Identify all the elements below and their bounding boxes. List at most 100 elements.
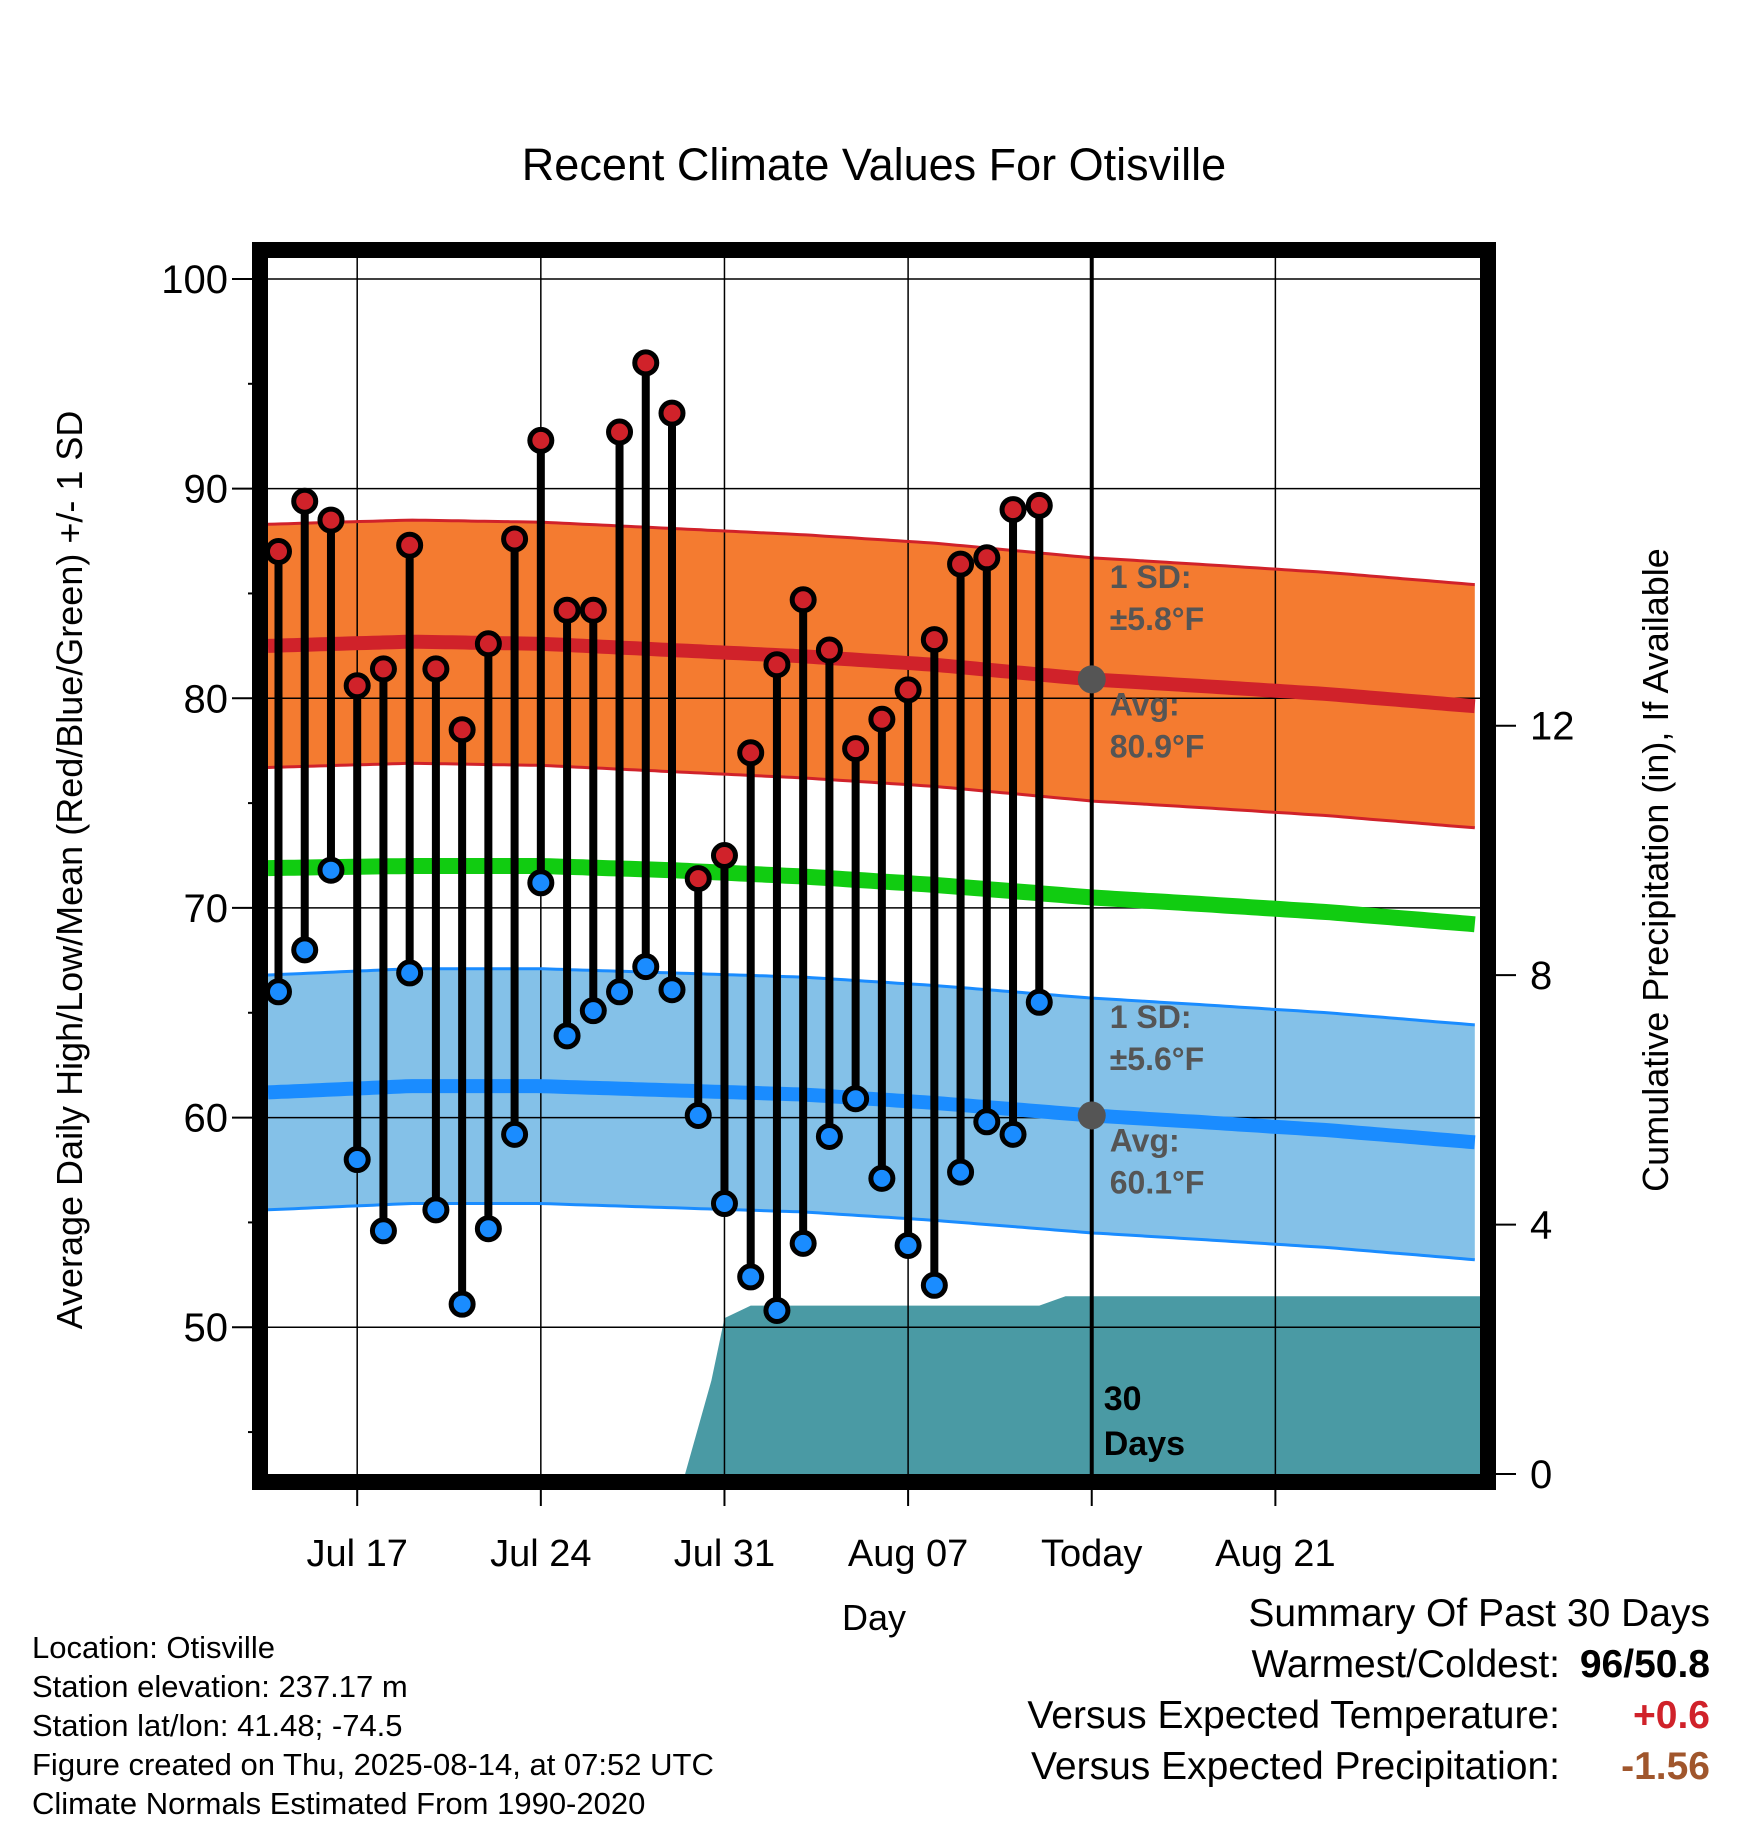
daily-high-point bbox=[291, 487, 319, 515]
daily-high-point bbox=[815, 636, 843, 664]
y-tick-label: 100 bbox=[161, 258, 228, 302]
y-tick-label: 80 bbox=[184, 677, 229, 721]
daily-high-point bbox=[894, 676, 922, 704]
daily-high-point bbox=[763, 651, 791, 679]
daily-high-point bbox=[947, 550, 975, 578]
daily-low-point bbox=[606, 978, 634, 1006]
daily-low-point bbox=[894, 1231, 922, 1259]
normal-low-mean-line bbox=[267, 1079, 1476, 1150]
high-avg-label: Avg: bbox=[1110, 686, 1180, 722]
today-normal-low-marker bbox=[1077, 1101, 1106, 1130]
daily-low-point bbox=[973, 1108, 1001, 1136]
info-location: Location: Otisville bbox=[32, 1630, 275, 1665]
daily-high-point bbox=[684, 865, 712, 893]
summary-title-row: Summary Of Past 30 Days bbox=[1027, 1592, 1710, 1643]
summary-precip-label: Versus Expected Precipitation: bbox=[1031, 1745, 1560, 1788]
daily-low-point bbox=[789, 1229, 817, 1257]
high-sd-label: 1 SD: bbox=[1110, 559, 1192, 595]
daily-high-point bbox=[474, 630, 502, 658]
daily-high-point bbox=[868, 705, 896, 733]
daily-high-point bbox=[527, 426, 555, 454]
daily-low-point bbox=[474, 1215, 502, 1243]
station-info: Location: Otisville Station elevation: 2… bbox=[32, 1628, 714, 1823]
info-normals: Climate Normals Estimated From 1990-2020 bbox=[32, 1786, 646, 1821]
plot-frame bbox=[252, 242, 1496, 1490]
y-tick-label: 70 bbox=[184, 887, 229, 931]
info-created: Figure created on Thu, 2025-08-14, at 07… bbox=[32, 1747, 714, 1782]
daily-high-point bbox=[658, 399, 686, 427]
low-sd-value: ±5.6°F bbox=[1110, 1041, 1204, 1077]
y2-tick-label: 0 bbox=[1530, 1453, 1552, 1497]
x-tick-label: Today bbox=[1041, 1533, 1142, 1575]
daily-high-point bbox=[973, 544, 1001, 572]
daily-low-point bbox=[1025, 988, 1053, 1016]
summary-panel: Summary Of Past 30 Days Warmest/Coldest:… bbox=[1027, 1592, 1710, 1796]
summary-temp-value: +0.6 bbox=[1633, 1694, 1710, 1737]
daily-low-point bbox=[658, 976, 686, 1004]
daily-low-point bbox=[632, 953, 660, 981]
daily-high-point bbox=[737, 739, 765, 767]
daily-high-point bbox=[789, 586, 817, 614]
daily-low-point bbox=[737, 1263, 765, 1291]
days-label-word: Days bbox=[1104, 1425, 1185, 1463]
summary-cold-value: 50.8 bbox=[1634, 1643, 1710, 1686]
summary-warm-cold-label: Warmest/Coldest: bbox=[1251, 1643, 1560, 1686]
daily-high-point bbox=[343, 672, 371, 700]
low-sd-label: 1 SD: bbox=[1110, 999, 1192, 1035]
high-avg-value: 80.9°F bbox=[1110, 728, 1205, 764]
summary-warm-cold-row: Warmest/Coldest: 96/50.8 bbox=[1027, 1643, 1710, 1694]
daily-low-point bbox=[763, 1296, 791, 1324]
daily-high-point bbox=[606, 418, 634, 446]
daily-high-point bbox=[501, 525, 529, 553]
x-tick-label: Aug 21 bbox=[1215, 1533, 1335, 1575]
y2-tick-label: 8 bbox=[1530, 954, 1552, 998]
daily-low-point bbox=[501, 1120, 529, 1148]
x-axis-label: Day bbox=[842, 1597, 906, 1638]
x-tick-label: Jul 24 bbox=[490, 1533, 591, 1575]
info-elevation: Station elevation: 237.17 m bbox=[32, 1669, 408, 1704]
y-tick-label: 60 bbox=[184, 1097, 229, 1141]
daily-high-point bbox=[579, 596, 607, 624]
daily-low-point bbox=[553, 1022, 581, 1050]
daily-high-point bbox=[842, 735, 870, 763]
x-tick-label: Aug 07 bbox=[848, 1533, 968, 1575]
daily-low-point bbox=[369, 1217, 397, 1245]
daily-low-point bbox=[868, 1164, 896, 1192]
cumulative-precip-area bbox=[685, 1296, 1480, 1474]
x-tick-label: Jul 31 bbox=[674, 1533, 775, 1575]
y-tick-label: 50 bbox=[184, 1306, 229, 1350]
summary-warm-cold-value: 96/50.8 bbox=[1560, 1643, 1710, 1687]
plot-area: 1 SD: ±5.8°F Avg: 80.9°F 1 SD: ±5.6°F Avg: 60.1… bbox=[161, 242, 1575, 1575]
daily-low-point bbox=[291, 936, 319, 964]
y2-tick-label: 12 bbox=[1530, 705, 1575, 749]
daily-high-point bbox=[317, 506, 345, 534]
normal-high-lower-edge bbox=[267, 761, 1475, 830]
y-axis-label: Average Daily High/Low/Mean (Red/Blue/Gr… bbox=[49, 411, 90, 1330]
daily-high-point bbox=[710, 842, 738, 870]
daily-low-point bbox=[448, 1290, 476, 1318]
daily-low-point bbox=[264, 978, 292, 1006]
summary-precip-value: -1.56 bbox=[1621, 1745, 1710, 1788]
daily-low-point bbox=[343, 1146, 371, 1174]
summary-warm-value: 96 bbox=[1579, 1643, 1624, 1686]
x-tick-label: Jul 17 bbox=[306, 1533, 407, 1575]
today-normal-high-marker bbox=[1077, 665, 1106, 694]
y2-tick-label: 4 bbox=[1530, 1204, 1552, 1248]
daily-low-point bbox=[396, 959, 424, 987]
daily-low-point bbox=[842, 1085, 870, 1113]
chart-title: Recent Climate Values For Otisville bbox=[522, 139, 1226, 190]
high-sd-value: ±5.8°F bbox=[1110, 601, 1204, 637]
daily-low-point bbox=[527, 869, 555, 897]
low-avg-value: 60.1°F bbox=[1110, 1164, 1205, 1200]
summary-title: Summary Of Past 30 Days bbox=[1248, 1592, 1710, 1635]
daily-high-point bbox=[1025, 491, 1053, 519]
daily-low-point bbox=[815, 1122, 843, 1150]
daily-low-point bbox=[999, 1120, 1027, 1148]
daily-high-point bbox=[448, 716, 476, 744]
summary-temp-label: Versus Expected Temperature: bbox=[1027, 1694, 1560, 1737]
info-latlon: Station lat/lon: 41.48; -74.5 bbox=[32, 1708, 403, 1743]
daily-low-point bbox=[684, 1101, 712, 1129]
daily-high-point bbox=[396, 531, 424, 559]
low-avg-label: Avg: bbox=[1110, 1122, 1180, 1158]
